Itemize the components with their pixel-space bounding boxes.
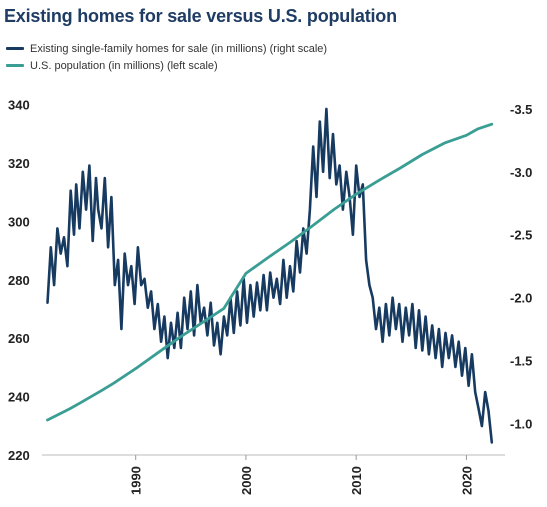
left-tick-label: 300 <box>8 214 30 229</box>
legend-label-homes: Existing single-family homes for sale (i… <box>30 42 328 55</box>
right-tick-label: -1.5 <box>510 354 532 369</box>
left-tick-label: 260 <box>8 331 30 346</box>
left-tick-label: 280 <box>8 273 30 288</box>
x-tick-label: 2000 <box>239 466 254 495</box>
series-line-population <box>46 122 494 422</box>
right-tick-label: -2.5 <box>510 228 532 243</box>
legend-item-homes: Existing single-family homes for sale (i… <box>6 40 327 57</box>
right-tick-label: -3.0 <box>510 165 532 180</box>
left-tick-label: 220 <box>8 448 30 463</box>
chart-title: Existing homes for sale versus U.S. popu… <box>4 6 397 26</box>
right-tick-label: -2.0 <box>510 291 532 306</box>
left-tick-label: 320 <box>8 156 30 171</box>
legend-item-population: U.S. population (in millions) (left scal… <box>6 57 327 74</box>
right-tick-label: -1.0 <box>510 417 532 432</box>
x-tick-label: 2010 <box>349 466 364 495</box>
legend: Existing single-family homes for sale (i… <box>6 40 327 74</box>
legend-label-population: U.S. population (in millions) (left scal… <box>30 59 218 72</box>
x-tick-label: 2020 <box>459 466 474 495</box>
legend-swatch-homes <box>6 47 24 50</box>
right-tick-label: -3.5 <box>510 102 532 117</box>
series-line-homes-for-sale <box>46 107 494 444</box>
left-tick-label: 340 <box>8 98 30 113</box>
legend-swatch-population <box>6 64 24 67</box>
left-tick-label: 240 <box>8 390 30 405</box>
x-tick-label: 1990 <box>129 466 144 495</box>
